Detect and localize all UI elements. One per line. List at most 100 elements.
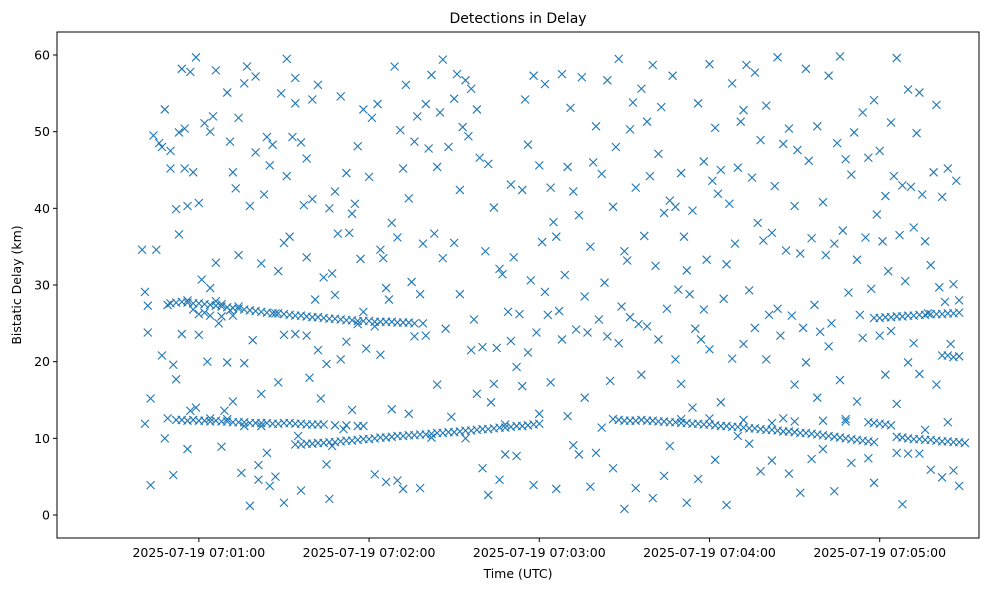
data-point [580, 292, 590, 301]
data-point [866, 284, 876, 294]
data-point [835, 375, 845, 385]
data-point [404, 409, 414, 419]
data-point [818, 197, 828, 207]
y-tick-label: 0 [42, 508, 50, 523]
data-point [271, 308, 280, 318]
data-point [846, 170, 856, 179]
data-point [336, 354, 346, 364]
data-point [239, 78, 249, 88]
data-point [898, 180, 907, 190]
data-point [713, 189, 723, 199]
data-point [739, 415, 748, 425]
data-point [560, 270, 570, 280]
data-point [520, 95, 530, 104]
data-point [211, 65, 221, 75]
data-point [637, 370, 646, 380]
data-point [242, 62, 252, 71]
data-point [333, 229, 343, 239]
data-point [549, 217, 558, 227]
data-point [370, 322, 380, 331]
data-point [954, 481, 964, 491]
data-point [693, 98, 703, 108]
data-point [926, 465, 936, 475]
data-point [917, 190, 927, 199]
data-point [807, 454, 817, 464]
data-point [316, 394, 326, 403]
data-point [954, 308, 964, 317]
data-point [858, 333, 868, 343]
data-point [205, 414, 215, 423]
x-tick-label: 2025-07-19 07:03:00 [473, 545, 606, 560]
data-point [282, 54, 292, 64]
data-point [344, 228, 354, 238]
data-point [483, 159, 493, 169]
data-point [585, 242, 595, 252]
data-point [659, 208, 669, 218]
data-point [211, 258, 221, 268]
data-point [219, 406, 229, 416]
data-point [251, 72, 260, 81]
data-point [364, 172, 374, 182]
data-point [654, 149, 663, 159]
data-point [319, 420, 329, 429]
data-point [534, 419, 544, 429]
data-point [588, 157, 598, 167]
data-point [886, 118, 896, 127]
data-point [185, 67, 195, 77]
data-point [143, 301, 153, 311]
data-point [733, 163, 743, 173]
data-point [194, 198, 204, 208]
data-point [305, 373, 314, 383]
x-axis: 2025-07-19 07:01:00 2025-07-19 07:02:00 20… [132, 538, 946, 560]
data-point [529, 480, 538, 490]
data-point [741, 60, 751, 70]
data-point [617, 302, 626, 311]
data-point [353, 319, 363, 329]
data-point [254, 460, 263, 470]
data-point [183, 295, 192, 305]
data-point [506, 180, 516, 189]
data-point [228, 311, 238, 321]
data-point [937, 473, 947, 482]
data-point [478, 463, 487, 473]
data-point [256, 421, 266, 431]
data-point [898, 499, 907, 509]
data-point [211, 296, 221, 306]
data-point [421, 99, 431, 109]
data-point [863, 453, 873, 463]
data-point [412, 111, 422, 121]
data-point [341, 337, 351, 347]
data-point [168, 470, 178, 480]
data-point [778, 414, 788, 423]
data-point [432, 380, 442, 390]
data-point [855, 310, 865, 320]
data-point [818, 416, 828, 426]
data-point [370, 469, 380, 479]
data-point [841, 417, 851, 426]
data-point [838, 226, 848, 235]
data-point [492, 343, 502, 353]
data-point [395, 125, 405, 135]
data-point [602, 331, 612, 341]
data-point [628, 98, 638, 107]
data-point [463, 131, 473, 141]
data-point [932, 100, 941, 110]
data-point [174, 230, 184, 239]
data-point [863, 153, 873, 163]
data-point [290, 329, 300, 339]
data-point [710, 455, 720, 465]
data-point [324, 494, 334, 504]
data-point [356, 254, 365, 264]
data-point [841, 414, 851, 424]
data-point [259, 190, 269, 199]
data-point [940, 297, 950, 307]
data-point [415, 483, 425, 493]
data-point [543, 310, 553, 320]
data-point [634, 319, 643, 329]
data-point [801, 64, 811, 74]
data-point [534, 409, 544, 419]
data-point [534, 161, 544, 170]
data-point [390, 62, 399, 71]
data-point [180, 164, 190, 173]
data-point [234, 302, 243, 311]
